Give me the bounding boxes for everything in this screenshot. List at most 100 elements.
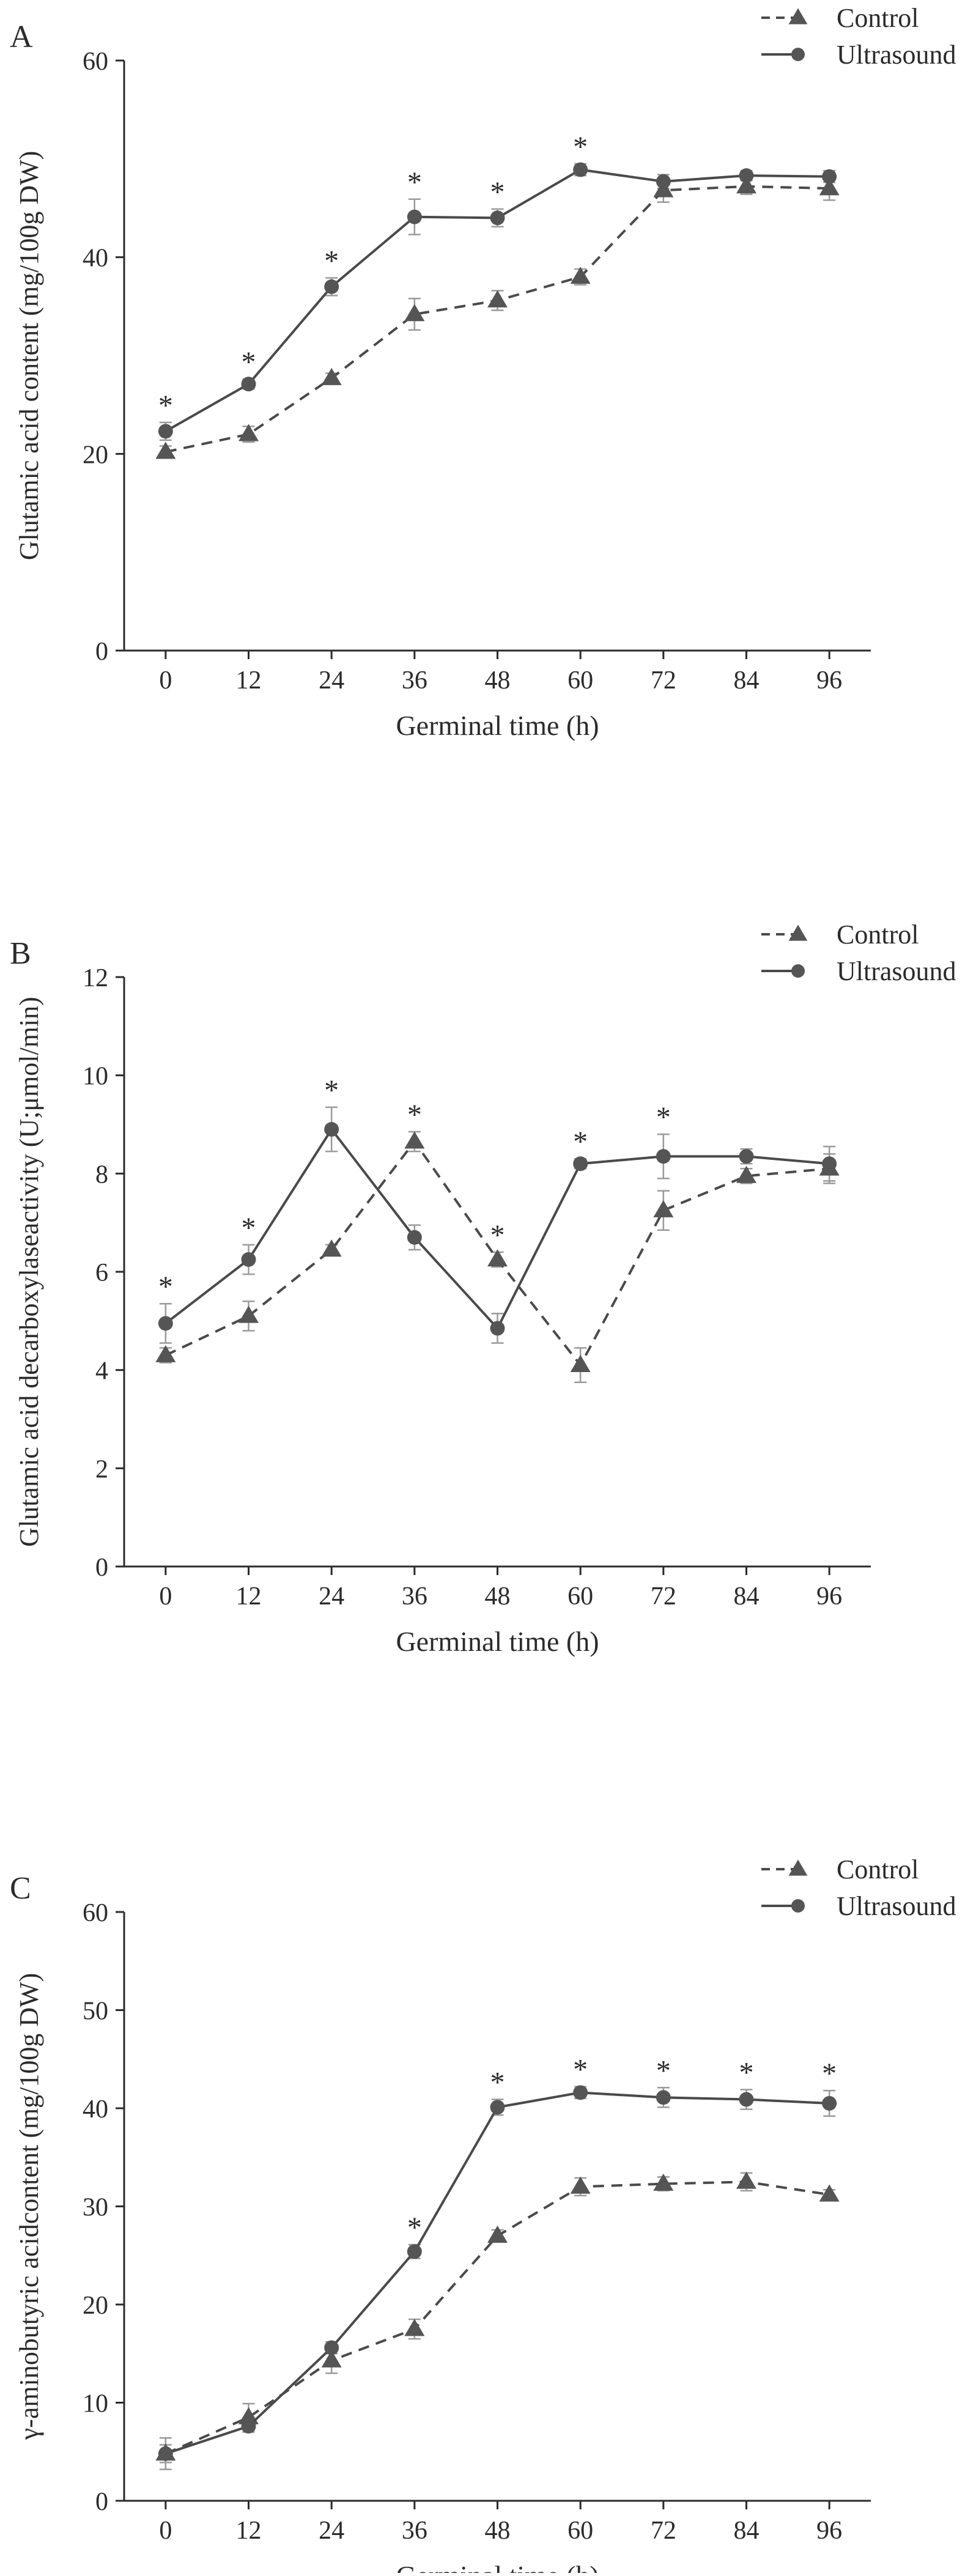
data-point-control <box>321 367 342 385</box>
significance-marker-c: * <box>656 2054 671 2087</box>
series-line-control-c <box>165 2180 830 2455</box>
significance-marker-c: * <box>490 2067 505 2099</box>
significance-marker-a: * <box>158 389 173 422</box>
legend-marker-control <box>788 1859 808 1876</box>
data-point-ultrasound <box>158 424 173 439</box>
y-tick-label-b: 12 <box>83 964 108 992</box>
legend-a: Control Ultrasound <box>761 3 956 70</box>
data-point-ultrasound <box>656 174 671 189</box>
series-markers-ultrasound-a <box>158 162 837 439</box>
data-point-control <box>404 2319 425 2336</box>
significance-marker-c: * <box>822 2057 837 2090</box>
error-bars-ultrasound-c <box>159 2086 836 2463</box>
legend-b: Control Ultrasound <box>761 920 956 986</box>
data-point-ultrasound <box>822 1156 837 1172</box>
y-tick-label-c: 20 <box>83 2292 108 2320</box>
y-tick-label-a: 40 <box>83 245 108 273</box>
x-axis-title-b: Germinal time (h) <box>396 1626 599 1657</box>
data-point-ultrasound <box>739 1149 754 1164</box>
x-tick-label-c: 96 <box>816 2517 842 2545</box>
legend-label-ultrasound: Ultrasound <box>837 956 956 986</box>
data-point-ultrasound <box>739 168 754 183</box>
data-point-control <box>487 2225 508 2243</box>
data-point-ultrasound <box>407 2244 422 2259</box>
series-markers-ultrasound-b <box>158 1122 837 1336</box>
x-tick-label-b: 0 <box>159 1582 172 1611</box>
y-tick-label-c: 0 <box>95 2488 108 2516</box>
significance-marker-a: * <box>490 176 505 209</box>
data-point-ultrasound <box>241 377 256 392</box>
data-point-ultrasound <box>822 2095 837 2111</box>
legend-label-control: Control <box>837 3 919 33</box>
significance-marker-b: * <box>324 1074 339 1107</box>
legend-label-ultrasound: Ultrasound <box>837 1891 956 1921</box>
significance-marker-c: * <box>573 2054 588 2086</box>
x-tick-label-b: 24 <box>319 1582 344 1611</box>
x-tick-label-a: 12 <box>236 666 262 695</box>
series-line-ultrasound-c <box>165 2091 830 2455</box>
legend-marker-ultrasound <box>791 1899 805 1913</box>
data-point-control <box>819 2184 840 2202</box>
x-tick-label-a: 24 <box>319 666 344 695</box>
x-tick-label-a: 72 <box>651 666 676 695</box>
y-axis-title-b: Glutamic acid decarboxylaseactivity (U;μ… <box>14 997 44 1547</box>
data-point-control <box>321 1239 342 1257</box>
data-point-control <box>570 2176 591 2194</box>
significance-marker-b: * <box>158 1271 173 1303</box>
y-tick-label-b: 2 <box>95 1455 108 1483</box>
x-tick-label-c: 0 <box>159 2517 172 2545</box>
y-tick-label-c: 60 <box>83 1899 108 1927</box>
significance-marker-a: * <box>324 245 339 277</box>
legend-marker-ultrasound <box>791 48 805 61</box>
significance-marker-a: * <box>573 131 588 163</box>
x-tick-label-c: 36 <box>402 2517 427 2545</box>
y-tick-label-b: 8 <box>95 1161 108 1189</box>
significance-marker-a: * <box>407 166 422 199</box>
legend-marker-control <box>788 924 808 941</box>
data-point-ultrasound <box>490 210 505 226</box>
data-point-ultrasound <box>158 2446 173 2461</box>
data-point-ultrasound <box>324 1122 339 1137</box>
x-tick-label-c: 12 <box>236 2517 262 2545</box>
x-tick-label-c: 60 <box>567 2517 593 2545</box>
series-markers-control-a <box>155 176 840 459</box>
legend-label-ultrasound: Ultrasound <box>837 40 956 70</box>
data-point-ultrasound <box>573 1156 588 1172</box>
error-bars-control-c <box>159 2172 836 2470</box>
data-point-control <box>404 1131 425 1149</box>
x-tick-label-a: 60 <box>567 666 593 695</box>
y-tick-label-b: 4 <box>95 1357 108 1386</box>
x-tick-label-c: 48 <box>485 2517 511 2545</box>
data-point-ultrasound <box>241 2419 256 2434</box>
significance-marker-b: * <box>573 1126 588 1158</box>
panel-a: A 0 20 40 60 0 12 24 36 48 60 72 84 96 Germinal time (… <box>10 3 956 741</box>
legend-marker-ultrasound <box>791 964 805 978</box>
data-point-control <box>155 1345 176 1362</box>
x-tick-label-b: 72 <box>651 1582 676 1611</box>
y-tick-label-a: 20 <box>83 441 108 469</box>
legend-c: Control Ultrasound <box>761 1854 956 1921</box>
legend-marker-control <box>788 8 808 24</box>
x-tick-label-a: 84 <box>734 666 760 695</box>
data-point-ultrasound <box>324 279 339 294</box>
significance-marker-b: * <box>242 1212 256 1244</box>
y-axis-title-a: Glutamic acid content (mg/100g DW) <box>14 151 44 561</box>
significance-marker-c: * <box>407 2212 422 2244</box>
data-point-ultrasound <box>490 1321 505 1336</box>
data-point-control <box>238 1305 259 1323</box>
y-tick-label-c: 50 <box>83 1998 108 2026</box>
x-tick-label-c: 84 <box>734 2517 760 2545</box>
y-tick-label-b: 6 <box>95 1259 108 1287</box>
data-point-control <box>653 1200 674 1217</box>
significance-marker-b: * <box>407 1099 422 1131</box>
data-point-ultrasound <box>573 162 588 177</box>
data-point-ultrasound <box>822 169 837 184</box>
x-tick-label-b: 48 <box>485 1582 511 1611</box>
data-point-ultrasound <box>241 1252 256 1267</box>
legend-label-control: Control <box>837 1854 919 1884</box>
significance-marker-b: * <box>656 1101 671 1134</box>
data-point-ultrasound <box>739 2092 754 2107</box>
y-tick-label-a: 0 <box>95 638 108 666</box>
